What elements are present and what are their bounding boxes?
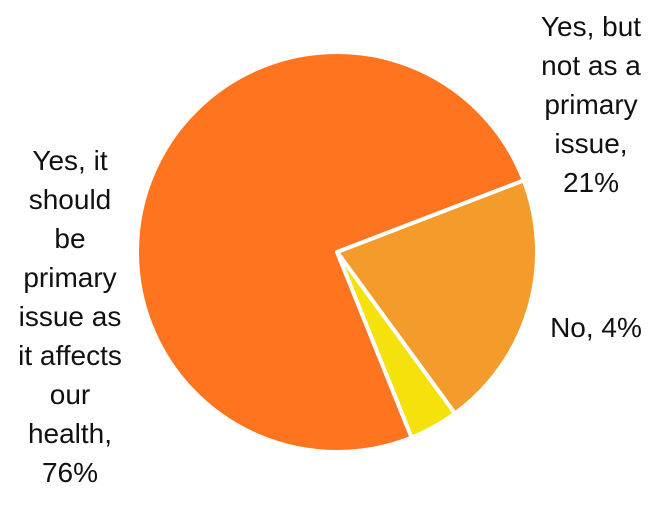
slice-label-line: Yes, it bbox=[32, 145, 107, 176]
slice-label-no: No, 4% bbox=[550, 312, 642, 343]
slice-label-line: should bbox=[29, 184, 112, 215]
slice-label-line: issue as bbox=[19, 301, 122, 332]
pie-slice-yes-it-should-be-primary-issue-as-it-affects-our-health bbox=[135, 50, 526, 454]
slice-label-yes-primary-health: Yes, it should be primary issue as it affects… bbox=[18, 145, 122, 488]
slice-label-yes-but-not-primary: Yes, but not as a primary issue, 21% bbox=[541, 11, 641, 198]
slice-labels: Yes, but not as a primary issue, 21% No, 4% … bbox=[18, 11, 642, 488]
slice-label-line: be bbox=[54, 223, 85, 254]
pie-slices bbox=[135, 50, 539, 454]
slice-label-line: 21% bbox=[563, 167, 619, 198]
pie-slice-yes-but-not-as-a-primary-issue bbox=[335, 178, 539, 416]
slice-label-line: our bbox=[50, 379, 90, 410]
slice-label-line: not as a bbox=[541, 50, 641, 81]
slice-label-line: No, 4% bbox=[550, 312, 642, 343]
slice-label-line: issue, bbox=[554, 128, 627, 159]
slice-label-line: it affects bbox=[18, 340, 122, 371]
slice-label-line: health, bbox=[28, 418, 112, 449]
slice-label-line: primary bbox=[544, 89, 637, 120]
slice-label-line: Yes, but bbox=[541, 11, 641, 42]
slice-label-line: 76% bbox=[42, 457, 98, 488]
slice-label-line: primary bbox=[23, 262, 116, 293]
